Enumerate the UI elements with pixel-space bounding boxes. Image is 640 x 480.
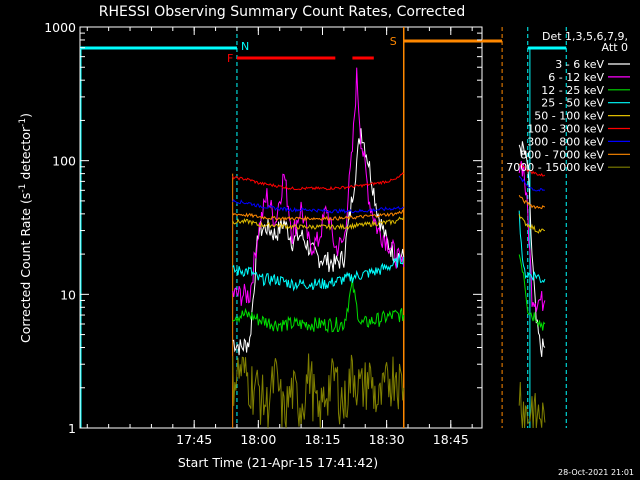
series-line-post-saa (518, 194, 546, 210)
y-tick-label: 10 (60, 287, 76, 302)
series-line-post-saa (518, 214, 546, 234)
flare-label: F (227, 52, 233, 65)
y-axis-label: Corrected Count Rate (s-1 detector-1) (18, 113, 33, 343)
series-12-25-kev (232, 254, 546, 334)
legend-header-att: Att 0 (602, 41, 628, 54)
series-line-post-saa (518, 163, 546, 177)
series-line (232, 209, 404, 222)
series-line (232, 277, 405, 334)
plot-area (79, 26, 483, 429)
series-line-post-saa (518, 210, 546, 284)
series-300-800-kev (232, 175, 546, 214)
series-line-post-saa (518, 141, 546, 357)
series-50-100-kev (232, 214, 546, 234)
y-axis-label-sup2: -1 (18, 118, 28, 127)
legend-label: 12 - 25 keV (541, 84, 604, 97)
series-line (232, 172, 404, 191)
legend-label: 50 - 100 keV (534, 110, 604, 123)
y-tick-label: 1 (68, 421, 76, 436)
series-3-6-kev (232, 128, 546, 357)
legend-label: 6 - 12 keV (548, 71, 604, 84)
series-800-7000-kev (232, 194, 546, 222)
x-tick-label: 18:15 (304, 432, 340, 447)
y-tick-label: 1000 (44, 20, 76, 35)
series-line-post-saa (518, 175, 546, 192)
y-axis-label-part3: ) (18, 113, 33, 118)
series-layer (232, 67, 546, 429)
series-100-300-kev (232, 163, 546, 191)
series-line (232, 353, 405, 429)
series-line-post-saa (518, 254, 546, 331)
series-7000-15000-kev (232, 353, 546, 429)
saa-label: S (390, 35, 397, 48)
legend-label: 25 - 50 keV (541, 97, 604, 110)
observing-state-layer: NF S (80, 27, 567, 428)
legend-label: 7000 - 15000 keV (506, 161, 604, 174)
footer-timestamp: 28-Oct-2021 21:01 (558, 468, 634, 477)
legend-label: 800 - 7000 keV (520, 148, 604, 161)
series-line-post-saa (518, 381, 546, 429)
legend-label: 100 - 300 keV (527, 123, 604, 136)
legend-header: Det 1,3,5,6,7,9, (542, 30, 628, 43)
legend-label: 300 - 800 keV (527, 135, 604, 148)
series-line (232, 253, 405, 292)
y-axis-label-part1: Corrected Count Rate (s (18, 193, 33, 343)
night-label: N (241, 40, 249, 53)
series-25-50-kev (232, 210, 546, 292)
series-line (232, 216, 405, 231)
x-axis-label: Start Time (21-Apr-15 17:41:42) (178, 455, 378, 470)
plot-frame (79, 26, 483, 429)
x-tick-label: 17:45 (176, 432, 212, 447)
chart-title: RHESSI Observing Summary Count Rates, Co… (99, 4, 465, 20)
x-tick-label: 18:00 (240, 432, 276, 447)
series-line (232, 128, 405, 356)
y-axis-label-sup1: -1 (18, 184, 28, 193)
y-tick-label: 100 (52, 154, 76, 169)
y-axis-label-part2: detector (18, 126, 33, 184)
series-line-post-saa (518, 161, 546, 312)
series-line (232, 198, 404, 214)
x-tick-label: 18:45 (433, 432, 469, 447)
x-tick-label: 18:30 (369, 432, 405, 447)
legend-label: 3 - 6 keV (555, 58, 604, 71)
axis-layer: 17:45 18:00 18:15 18:30 18:45 1 10 100 1000 (44, 20, 482, 447)
